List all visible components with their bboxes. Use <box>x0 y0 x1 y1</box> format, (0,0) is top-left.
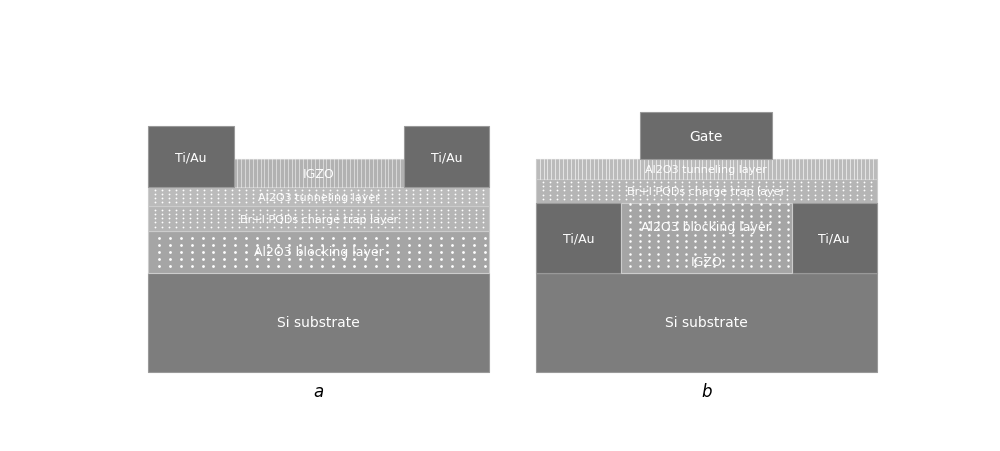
Text: Si substrate: Si substrate <box>277 315 360 329</box>
Text: Gate: Gate <box>690 129 723 143</box>
Text: a: a <box>314 382 324 400</box>
Text: b: b <box>701 382 712 400</box>
Text: Ti/Au: Ti/Au <box>818 232 850 244</box>
Bar <box>148 127 234 188</box>
Bar <box>536 273 877 372</box>
Bar <box>640 113 772 160</box>
Bar <box>536 160 877 179</box>
Bar <box>536 179 877 203</box>
Text: Al2O3 tunneling layer: Al2O3 tunneling layer <box>258 193 380 202</box>
Bar <box>148 160 489 188</box>
Text: IGZO: IGZO <box>303 167 335 180</box>
Text: Br+I PQDs charge trap layer: Br+I PQDs charge trap layer <box>240 214 398 224</box>
Text: Br+I PQDs charge trap layer: Br+I PQDs charge trap layer <box>627 186 785 196</box>
Text: Ti/Au: Ti/Au <box>563 232 594 244</box>
Bar <box>148 188 489 207</box>
Bar <box>148 231 489 273</box>
Bar <box>792 203 877 273</box>
Text: Al2O3 tunneling layer: Al2O3 tunneling layer <box>645 165 767 175</box>
Text: Al2O3 blocking layer: Al2O3 blocking layer <box>641 221 771 233</box>
Bar <box>148 207 489 231</box>
Text: Ti/Au: Ti/Au <box>431 151 462 164</box>
Text: Si substrate: Si substrate <box>665 315 748 329</box>
Text: IGZO: IGZO <box>690 255 722 268</box>
Bar <box>536 250 877 273</box>
Text: Al2O3 blocking layer: Al2O3 blocking layer <box>254 246 384 258</box>
Text: Ti/Au: Ti/Au <box>175 151 207 164</box>
Bar <box>536 203 621 273</box>
Bar <box>621 203 792 273</box>
Bar <box>148 273 489 372</box>
Bar <box>536 203 877 250</box>
Bar <box>404 127 489 188</box>
